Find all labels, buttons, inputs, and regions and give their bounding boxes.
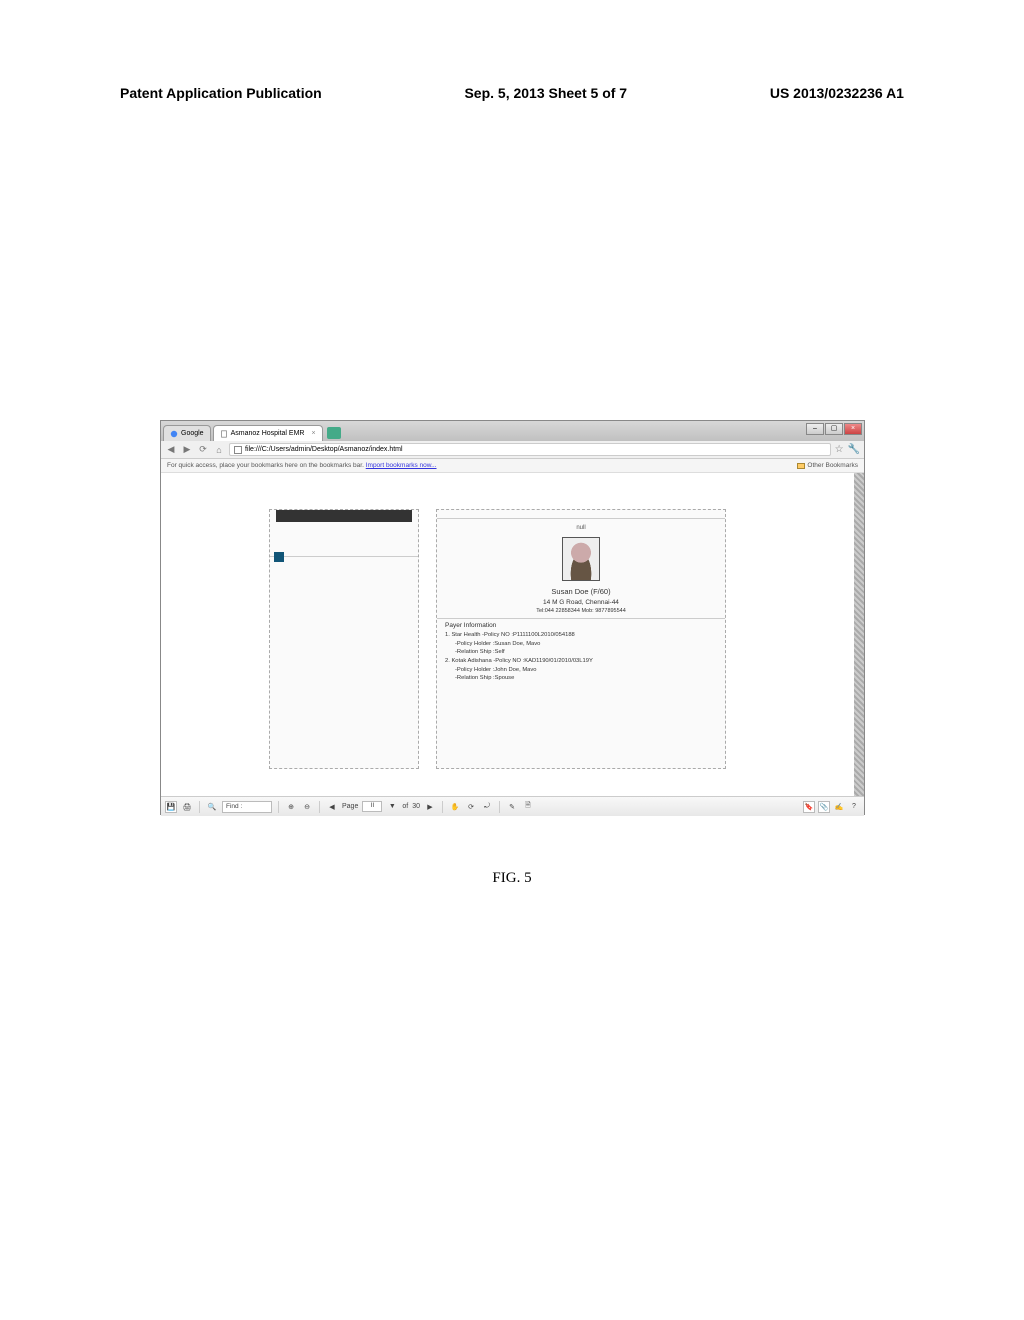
other-bookmarks-button[interactable]: Other Bookmarks — [797, 462, 858, 469]
tab-label: Asmanoz Hospital EMR — [231, 430, 305, 437]
maximize-button[interactable]: ▢ — [825, 423, 843, 435]
left-panel-header-bar — [276, 510, 412, 522]
rotate-icon[interactable]: ⤾ — [481, 801, 493, 813]
bookmarks-bar: For quick access, place your bookmarks h… — [161, 459, 864, 473]
payer-info-title: Payer Information — [437, 618, 725, 629]
home-button[interactable]: ⌂ — [213, 444, 225, 456]
figure-caption: FIG. 5 — [0, 870, 1024, 887]
reload-button[interactable]: ⟳ — [197, 444, 209, 456]
toolbar-separator — [319, 801, 320, 813]
tab-bar: Google Asmanoz Hospital EMR × – ▢ × — [161, 421, 864, 441]
page-label: Page — [342, 803, 358, 810]
bookmark-icon[interactable]: 🔖 — [803, 801, 815, 813]
pdf-toolbar: 💾 🖨 🔍 Find : ⊕ ⊖ ◀ Page II ▼ of 30 ▶ ✋ ⟳… — [161, 796, 864, 816]
next-page-icon[interactable]: ▶ — [424, 801, 436, 813]
url-input[interactable]: file:///C:/Users/admin/Desktop/Asmanoz/i… — [229, 443, 831, 456]
toolbar-separator — [499, 801, 500, 813]
edit-icon[interactable]: ✎ — [506, 801, 518, 813]
header-center: Sep. 5, 2013 Sheet 5 of 7 — [464, 85, 627, 101]
toolbar-separator — [442, 801, 443, 813]
hand-tool-icon[interactable]: ✋ — [449, 801, 461, 813]
page-number-input[interactable]: II — [362, 801, 382, 812]
zoom-in-icon[interactable]: ⊕ — [285, 801, 297, 813]
tab-label: Google — [181, 430, 204, 437]
search-icon[interactable]: 🔍 — [206, 801, 218, 813]
page-content: null Susan Doe (F/60) 14 M G Road, Chenn… — [161, 473, 864, 796]
left-panel — [269, 509, 419, 769]
close-window-button[interactable]: × — [844, 423, 862, 435]
zoom-out-icon[interactable]: ⊖ — [301, 801, 313, 813]
page-total: 30 — [412, 803, 420, 810]
patient-block: null Susan Doe (F/60) 14 M G Road, Chenn… — [437, 519, 725, 614]
new-tab-button[interactable] — [327, 427, 341, 439]
payer-1-holder: -Policy Holder :Susan Doe, Mavo — [445, 640, 717, 649]
sign-icon[interactable]: ✍ — [833, 801, 845, 813]
prev-page-icon[interactable]: ◀ — [326, 801, 338, 813]
settings-wrench-icon[interactable]: 🔧 — [848, 444, 860, 455]
tab-close-icon[interactable]: × — [312, 430, 316, 437]
patient-info-panel: null Susan Doe (F/60) 14 M G Road, Chenn… — [436, 509, 726, 769]
page-icon — [234, 446, 242, 454]
find-input[interactable]: Find : — [222, 801, 272, 813]
payer-2-holder: -Policy Holder :John Doe, Mavo — [445, 666, 717, 675]
attach-icon[interactable]: 📎 — [818, 801, 830, 813]
forward-button[interactable]: ▶ — [181, 444, 193, 456]
header-left: Patent Application Publication — [120, 85, 322, 101]
document-favicon-icon — [220, 430, 228, 438]
bookmarks-hint: For quick access, place your bookmarks h… — [167, 462, 437, 469]
google-favicon-icon — [170, 430, 178, 438]
patient-photo — [562, 537, 600, 581]
url-text: file:///C:/Users/admin/Desktop/Asmanoz/i… — [245, 446, 403, 453]
folder-icon — [797, 463, 805, 469]
browser-window: Google Asmanoz Hospital EMR × – ▢ × ◀ ▶ … — [160, 420, 865, 815]
browser-tab-google[interactable]: Google — [163, 425, 211, 441]
back-button[interactable]: ◀ — [165, 444, 177, 456]
publication-header: Patent Application Publication Sep. 5, 2… — [120, 85, 904, 101]
payer-2-relation: -Relation Ship :Spouse — [445, 674, 717, 683]
import-bookmarks-link[interactable]: Import bookmarks now... — [366, 462, 437, 469]
payer-list: 1. Star Health -Policy NO :P1111100L2010… — [437, 629, 725, 685]
toolbar-right-group: 🔖 📎 ✍ ? — [803, 801, 860, 813]
save-icon[interactable]: 💾 — [165, 801, 177, 813]
vertical-scrollbar[interactable] — [854, 473, 864, 796]
browser-tab-emr[interactable]: Asmanoz Hospital EMR × — [213, 425, 323, 441]
patient-name: Susan Doe (F/60) — [437, 587, 725, 596]
left-divider — [270, 556, 418, 557]
toolbar-separator — [199, 801, 200, 813]
payer-1-relation: -Relation Ship :Self — [445, 648, 717, 657]
patient-phone: Tel:044 22858344 Mob: 9877895544 — [437, 608, 725, 614]
window-controls: – ▢ × — [806, 423, 862, 435]
page-dropdown-icon[interactable]: ▼ — [386, 801, 398, 813]
null-label: null — [437, 525, 725, 531]
annotate-icon[interactable]: 🗎 — [522, 801, 534, 813]
payer-2-line: 2. Kotak Adishana -Policy NO :KAD1190/01… — [445, 657, 717, 666]
page-of-label: of — [402, 803, 408, 810]
patient-address: 14 M G Road, Chennai-44 — [437, 599, 725, 606]
help-icon[interactable]: ? — [848, 801, 860, 813]
refresh-icon[interactable]: ⟳ — [465, 801, 477, 813]
address-bar: ◀ ▶ ⟳ ⌂ file:///C:/Users/admin/Desktop/A… — [161, 441, 864, 459]
bookmark-star-icon[interactable]: ☆ — [835, 444, 844, 455]
left-panel-block — [274, 552, 284, 562]
toolbar-separator — [278, 801, 279, 813]
header-right: US 2013/0232236 A1 — [770, 85, 904, 101]
minimize-button[interactable]: – — [806, 423, 824, 435]
payer-1-line: 1. Star Health -Policy NO :P1111100L2010… — [445, 631, 717, 640]
print-icon[interactable]: 🖨 — [181, 801, 193, 813]
